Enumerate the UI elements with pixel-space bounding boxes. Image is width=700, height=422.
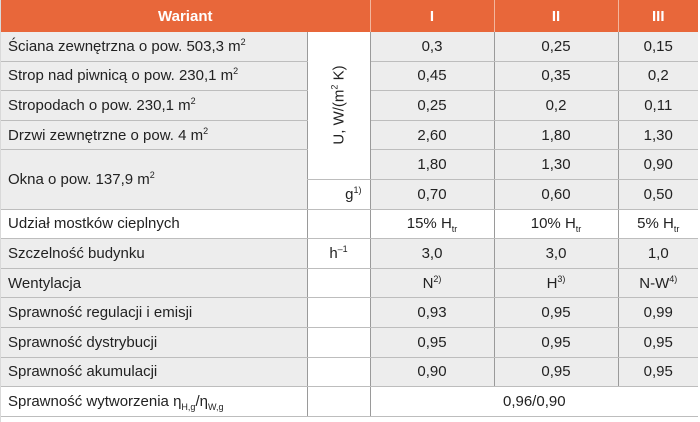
table-row: Stropodach o pow. 230,1 m2 0,25 0,2 0,11 bbox=[1, 90, 699, 121]
table-cell: 0,60 bbox=[494, 179, 619, 210]
table-row: Sprawność regulacji i emisji 0,93 0,95 0… bbox=[1, 297, 699, 328]
table-cell: 0,35 bbox=[494, 61, 619, 92]
table-cell: 0,90 bbox=[370, 357, 495, 388]
table-cell: 0,95 bbox=[370, 327, 495, 358]
unit-cell: g1) bbox=[307, 179, 371, 210]
table-cell: 0,95 bbox=[494, 357, 619, 388]
unit-cell bbox=[307, 386, 371, 417]
table-row: g1) 0,70 0,60 0,50 bbox=[1, 179, 699, 210]
table-cell: 15% Htr bbox=[370, 208, 495, 240]
row-label: Wentylacja bbox=[1, 268, 308, 299]
table-row: Drzwi zewnętrzne o pow. 4 m2 2,60 1,80 1… bbox=[1, 120, 699, 151]
row-label: Stropodach o pow. 230,1 m2 bbox=[1, 90, 308, 121]
unit-cell bbox=[307, 268, 371, 299]
table-cell: 5% Htr bbox=[618, 208, 699, 240]
table-cell: 10% Htr bbox=[494, 208, 619, 240]
table-cell: 0,50 bbox=[618, 179, 699, 210]
table-cell: 0,11 bbox=[618, 90, 699, 121]
row-label: Udział mostków cieplnych bbox=[1, 208, 308, 240]
table-cell: 1,30 bbox=[618, 120, 699, 151]
table-cell: 0,95 bbox=[494, 297, 619, 328]
header-variant-iii: III bbox=[618, 0, 699, 32]
table-cell: 0,2 bbox=[618, 61, 699, 92]
table-cell: 0,45 bbox=[370, 61, 495, 92]
row-label: Sprawność regulacji i emisji bbox=[1, 297, 308, 328]
table-cell: 0,2 bbox=[494, 90, 619, 121]
header-variant-ii: II bbox=[494, 0, 619, 32]
table-cell: 0,99 bbox=[618, 297, 699, 328]
header-row: Wariant I II III bbox=[1, 0, 699, 32]
table-cell: 1,30 bbox=[494, 149, 619, 180]
table-row: Strop nad piwnicą o pow. 230,1 m2 0,45 0… bbox=[1, 61, 699, 92]
table-row: Sprawność akumulacji 0,90 0,95 0,95 bbox=[1, 357, 699, 388]
table-row: Szczelność budynku h–1 3,0 3,0 1,0 bbox=[1, 238, 699, 269]
header-variant-i: I bbox=[370, 0, 495, 32]
table-row: Udział mostków cieplnych 15% Htr 10% Htr… bbox=[1, 208, 699, 240]
row-label: Drzwi zewnętrzne o pow. 4 m2 bbox=[1, 120, 308, 151]
table-cell: 0,3 bbox=[370, 32, 495, 62]
row-label: Sprawność dystrybucji bbox=[1, 327, 308, 358]
table-cell: N2) bbox=[370, 268, 495, 299]
unit-cell bbox=[307, 327, 371, 358]
table-row: Ściana zewnętrzna o pow. 503,3 m2 U, W/(… bbox=[1, 32, 699, 180]
table-cell-merged: 0,96/0,90 bbox=[370, 386, 699, 417]
unit-u-label: U, W/(m2 K) bbox=[329, 65, 347, 146]
table-cell: 0,95 bbox=[618, 327, 699, 358]
table-cell: 0,93 bbox=[370, 297, 495, 328]
table-cell: 3,0 bbox=[370, 238, 495, 269]
table-cell: 1,0 bbox=[618, 238, 699, 269]
unit-cell bbox=[307, 357, 371, 388]
row-label: Sprawność wytworzenia ηH,g/ηW,g bbox=[1, 386, 308, 417]
table-row: Sprawność wytworzenia ηH,g/ηW,g 0,96/0,9… bbox=[1, 386, 699, 417]
header-wariant: Wariant bbox=[1, 0, 371, 32]
table-cell: 0,95 bbox=[618, 357, 699, 388]
table-cell: N-W4) bbox=[618, 268, 699, 299]
table-row: Sprawność dystrybucji 0,95 0,95 0,95 bbox=[1, 327, 699, 358]
table-cell: 0,25 bbox=[494, 32, 619, 62]
row-label: Strop nad piwnicą o pow. 230,1 m2 bbox=[1, 61, 308, 92]
unit-cell: h–1 bbox=[307, 238, 371, 269]
table-cell: 2,60 bbox=[370, 120, 495, 151]
table-row: Wentylacja N2) H3) N-W4) bbox=[1, 268, 699, 299]
table-cell: 3,0 bbox=[494, 238, 619, 269]
table-cell: 1,80 bbox=[494, 120, 619, 151]
unit-cell bbox=[307, 208, 371, 240]
table-cell: H3) bbox=[494, 268, 619, 299]
table-cell: 0,90 bbox=[618, 149, 699, 180]
table-cell: 0,95 bbox=[494, 327, 619, 358]
unit-cell bbox=[307, 297, 371, 328]
table-cell: 0,25 bbox=[370, 90, 495, 121]
row-label: Sprawność akumulacji bbox=[1, 357, 308, 388]
table-cell: 0,70 bbox=[370, 179, 495, 210]
row-label: Okna o pow. 137,9 m2 bbox=[1, 149, 308, 210]
table-cell: 0,15 bbox=[618, 32, 699, 62]
unit-u-cell: U, W/(m2 K) bbox=[307, 32, 371, 180]
row-label: Szczelność budynku bbox=[1, 238, 308, 269]
row-label: Ściana zewnętrzna o pow. 503,3 m2 bbox=[1, 32, 308, 62]
table-row: Okna o pow. 137,9 m2 1,80 1,30 0,90 bbox=[1, 149, 699, 210]
table-cell: 1,80 bbox=[370, 149, 495, 180]
